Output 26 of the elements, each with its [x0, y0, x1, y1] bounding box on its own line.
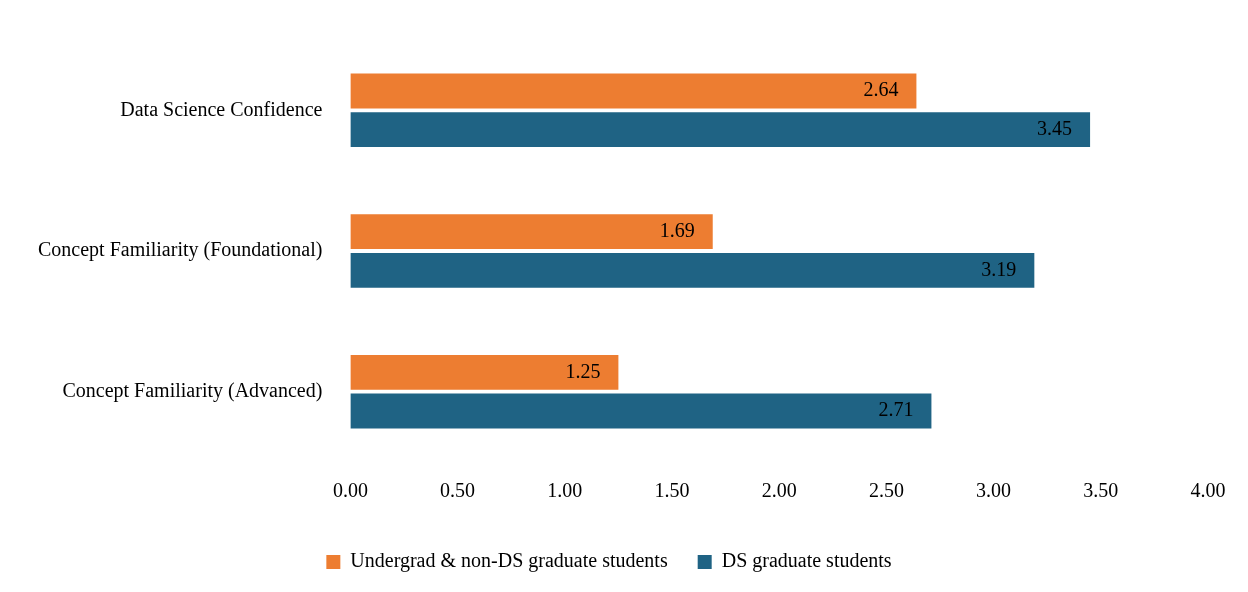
y-tick-label: Concept Familiarity (Advanced): [62, 378, 323, 402]
bar: [350, 393, 932, 429]
x-tick-label: 4.00: [1190, 479, 1226, 502]
x-tick-label: 1.50: [654, 479, 690, 502]
legend-label: DS graduate students: [721, 549, 892, 573]
x-tick-label: 2.00: [761, 479, 797, 502]
data-label: 1.69: [659, 218, 695, 241]
x-tick-label: 3.00: [976, 479, 1012, 502]
x-tick-label: 3.50: [1083, 479, 1119, 502]
legend-label: Undergrad & non-DS graduate students: [350, 549, 668, 573]
x-tick-label: 0.00: [332, 479, 368, 502]
x-tick-label: 1.00: [547, 479, 583, 502]
y-tick-label: Concept Familiarity (Foundational): [37, 238, 323, 262]
data-label: 2.71: [878, 398, 914, 421]
bar: [350, 252, 1035, 288]
bar: [350, 73, 917, 109]
x-tick-label: 2.50: [868, 479, 904, 502]
data-label: 3.45: [1037, 116, 1073, 139]
bar: [350, 354, 619, 390]
y-tick-label: Data Science Confidence: [120, 97, 323, 120]
bar: [350, 112, 1091, 148]
bar: [350, 214, 713, 250]
x-tick-label: 0.50: [440, 479, 476, 502]
data-label: 1.25: [565, 359, 601, 382]
data-label: 2.64: [863, 78, 899, 101]
data-label: 3.19: [981, 257, 1017, 280]
